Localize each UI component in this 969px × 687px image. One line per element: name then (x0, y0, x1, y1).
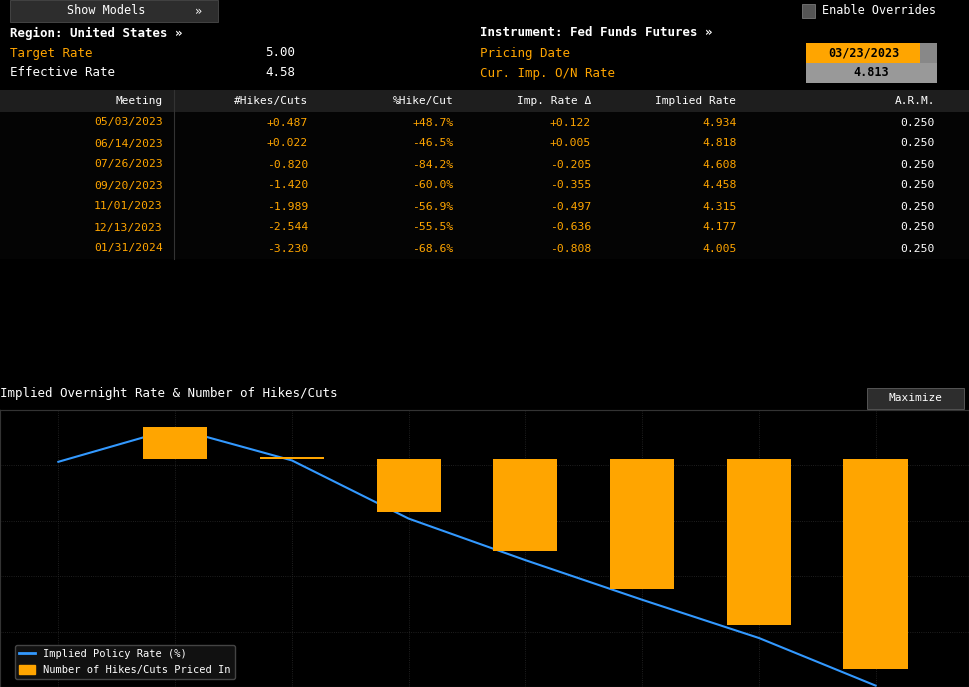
Text: 4.315: 4.315 (703, 201, 736, 212)
Bar (802, 4, 815, 18)
Text: -1.989: -1.989 (266, 201, 308, 212)
Text: 4.608: 4.608 (703, 159, 736, 170)
Text: Imp. Rate Δ: Imp. Rate Δ (516, 96, 591, 106)
Bar (610, 459, 674, 589)
Bar (10, 0, 218, 22)
Text: 4.813: 4.813 (854, 67, 890, 80)
Bar (493, 459, 557, 552)
Text: 4.934: 4.934 (703, 117, 736, 128)
Bar (806, 63, 937, 83)
Text: Cur. Imp. O/N Rate: Cur. Imp. O/N Rate (480, 67, 614, 80)
Bar (0, 90, 969, 112)
Text: 03/23/2023: 03/23/2023 (828, 47, 899, 60)
Bar (0, 175, 969, 196)
Text: 07/26/2023: 07/26/2023 (94, 159, 163, 170)
Text: Meeting: Meeting (115, 96, 163, 106)
Text: Maximize: Maximize (889, 394, 943, 403)
Text: 4.005: 4.005 (703, 243, 736, 254)
Bar (0, 217, 969, 238)
Text: 0.250: 0.250 (901, 159, 935, 170)
Text: 06/14/2023: 06/14/2023 (94, 139, 163, 148)
Text: 0.250: 0.250 (901, 201, 935, 212)
Text: 11/01/2023: 11/01/2023 (94, 201, 163, 212)
Text: -2.544: -2.544 (266, 223, 308, 232)
Text: -0.205: -0.205 (549, 159, 591, 170)
Text: 4.58: 4.58 (266, 67, 296, 80)
Bar (0, 112, 969, 133)
Text: -56.9%: -56.9% (412, 201, 453, 212)
FancyBboxPatch shape (867, 388, 964, 409)
Text: Implied Overnight Rate & Number of Hikes/Cuts: Implied Overnight Rate & Number of Hikes… (0, 387, 337, 401)
Text: -1.420: -1.420 (266, 181, 308, 190)
Text: +0.122: +0.122 (549, 117, 591, 128)
Text: 0.250: 0.250 (901, 243, 935, 254)
Text: Target Rate: Target Rate (10, 47, 92, 60)
Text: »: » (195, 5, 203, 17)
Text: -55.5%: -55.5% (412, 223, 453, 232)
Text: -0.497: -0.497 (549, 201, 591, 212)
Text: 4.177: 4.177 (703, 223, 736, 232)
Text: A.R.M.: A.R.M. (894, 96, 935, 106)
Bar (143, 427, 207, 459)
Bar (0, 196, 969, 217)
Text: -84.2%: -84.2% (412, 159, 453, 170)
Bar (0, 133, 969, 154)
Text: -0.820: -0.820 (266, 159, 308, 170)
Text: -46.5%: -46.5% (412, 139, 453, 148)
Text: Show Models: Show Models (68, 5, 145, 17)
Text: +0.022: +0.022 (266, 139, 308, 148)
Text: 5.00: 5.00 (266, 47, 296, 60)
Legend: Implied Policy Rate (%), Number of Hikes/Cuts Priced In: Implied Policy Rate (%), Number of Hikes… (15, 645, 234, 679)
Text: 4.458: 4.458 (703, 181, 736, 190)
Text: #Hikes/Cuts: #Hikes/Cuts (234, 96, 308, 106)
Text: Effective Rate: Effective Rate (10, 67, 114, 80)
Text: Pricing Date: Pricing Date (480, 47, 570, 60)
Text: 0.250: 0.250 (901, 181, 935, 190)
Text: Enable Overrides: Enable Overrides (822, 5, 936, 17)
Text: +48.7%: +48.7% (412, 117, 453, 128)
Text: 0.250: 0.250 (901, 223, 935, 232)
Text: 4.818: 4.818 (703, 139, 736, 148)
Bar (920, 43, 937, 63)
Text: 0.250: 0.250 (901, 117, 935, 128)
Text: 01/31/2024: 01/31/2024 (94, 243, 163, 254)
Text: %Hike/Cut: %Hike/Cut (392, 96, 453, 106)
Text: -0.808: -0.808 (549, 243, 591, 254)
Bar (260, 458, 324, 459)
Text: -60.0%: -60.0% (412, 181, 453, 190)
Text: -0.355: -0.355 (549, 181, 591, 190)
Bar (727, 459, 791, 624)
Bar (843, 459, 908, 669)
Text: Region: United States »: Region: United States » (10, 27, 182, 40)
Text: 09/20/2023: 09/20/2023 (94, 181, 163, 190)
Text: 05/03/2023: 05/03/2023 (94, 117, 163, 128)
Text: +0.487: +0.487 (266, 117, 308, 128)
Text: Instrument: Fed Funds Futures »: Instrument: Fed Funds Futures » (480, 27, 712, 39)
Text: -0.636: -0.636 (549, 223, 591, 232)
Bar (0, 238, 969, 259)
Text: 12/13/2023: 12/13/2023 (94, 223, 163, 232)
Text: -3.230: -3.230 (266, 243, 308, 254)
Text: -68.6%: -68.6% (412, 243, 453, 254)
Text: 0.250: 0.250 (901, 139, 935, 148)
Bar (0, 154, 969, 175)
Bar (806, 43, 937, 63)
Bar (377, 459, 441, 513)
Text: +0.005: +0.005 (549, 139, 591, 148)
Text: Implied Rate: Implied Rate (655, 96, 736, 106)
